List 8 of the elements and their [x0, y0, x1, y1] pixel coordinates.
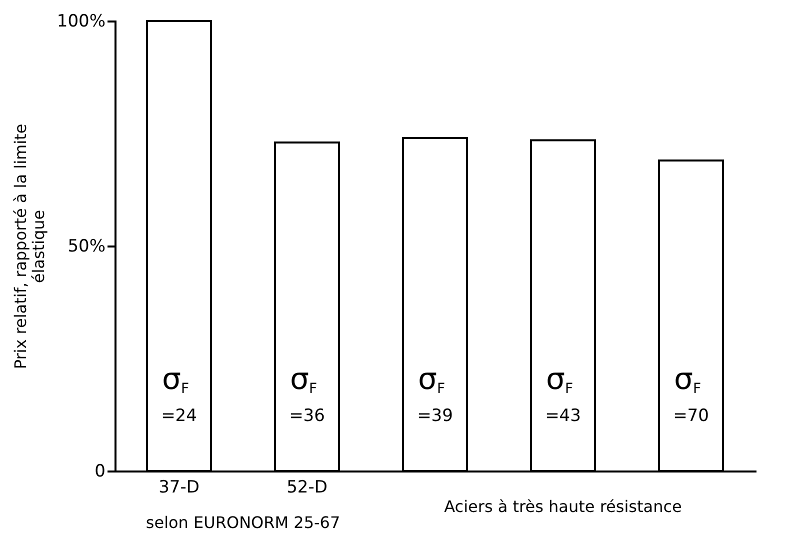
text: selon EURONORM 25-67	[146, 513, 340, 532]
y-tick-label: 50%	[68, 236, 106, 256]
y-tick-label: 0	[94, 462, 106, 482]
y-axis-title: Prix relatif, rapporté à la limite élastique	[10, 124, 48, 370]
x-tick-label: 52-D	[286, 478, 328, 498]
y-tick-label: 100%	[56, 12, 106, 32]
text: Aciers à très haute résistance	[444, 497, 682, 516]
x-tick-label: 37-D	[158, 478, 200, 498]
